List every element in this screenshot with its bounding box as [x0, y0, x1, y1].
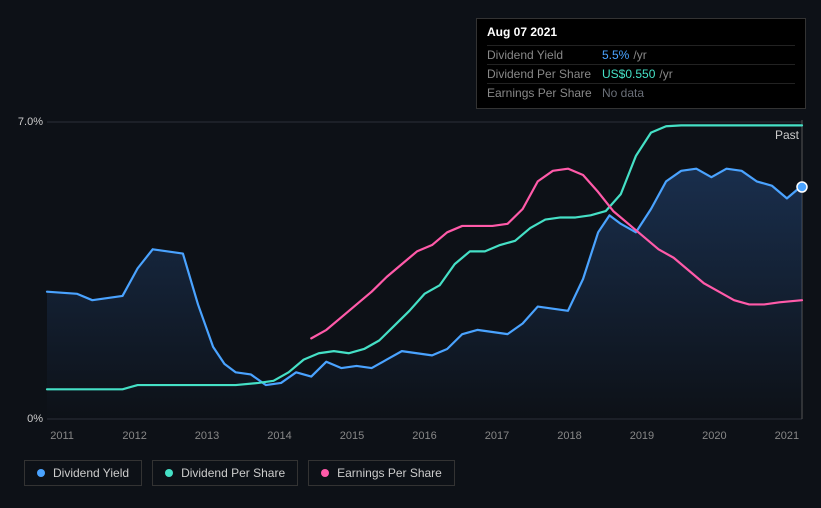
tooltip-row-label: Dividend Per Share [487, 67, 602, 81]
x-axis-label: 2019 [630, 430, 654, 442]
y-axis-label: 7.0% [18, 116, 43, 128]
tooltip-row-label: Dividend Yield [487, 48, 602, 62]
tooltip-row-unit: /yr [659, 67, 672, 81]
x-axis-label: 2013 [195, 430, 219, 442]
x-axis-label: 2021 [775, 430, 799, 442]
legend-dot-icon [165, 469, 173, 477]
chart-tooltip: Aug 07 2021 Dividend Yield 5.5% /yr Divi… [476, 18, 806, 109]
legend-dot-icon [37, 469, 45, 477]
tooltip-row-value: 5.5% [602, 48, 629, 62]
x-axis-label: 2017 [485, 430, 509, 442]
y-axis-label: 0% [27, 413, 43, 425]
chart-legend: Dividend Yield Dividend Per Share Earnin… [24, 460, 455, 486]
tooltip-row-label: Earnings Per Share [487, 86, 602, 100]
legend-label: Dividend Yield [53, 466, 129, 480]
legend-label: Dividend Per Share [181, 466, 285, 480]
legend-dot-icon [321, 469, 329, 477]
tooltip-row-unit: /yr [633, 48, 646, 62]
legend-item-dividend-yield[interactable]: Dividend Yield [24, 460, 142, 486]
x-axis-label: 2011 [50, 430, 74, 442]
tooltip-row-value: US$0.550 [602, 67, 655, 81]
legend-label: Earnings Per Share [337, 466, 442, 480]
legend-item-earnings-per-share[interactable]: Earnings Per Share [308, 460, 455, 486]
dividend-chart: 0% 7.0% 2011 2012 2013 2014 2015 2016 2017 2018 2… [0, 0, 821, 508]
past-label: Past [775, 128, 799, 142]
tooltip-date: Aug 07 2021 [487, 25, 795, 42]
tooltip-row-value: No data [602, 86, 644, 100]
x-axis-label: 2018 [557, 430, 581, 442]
x-axis-label: 2014 [267, 430, 291, 442]
x-axis-label: 2016 [412, 430, 436, 442]
x-axis-label: 2015 [340, 430, 364, 442]
x-axis-label: 2012 [122, 430, 146, 442]
x-axis-label: 2020 [702, 430, 726, 442]
legend-item-dividend-per-share[interactable]: Dividend Per Share [152, 460, 298, 486]
